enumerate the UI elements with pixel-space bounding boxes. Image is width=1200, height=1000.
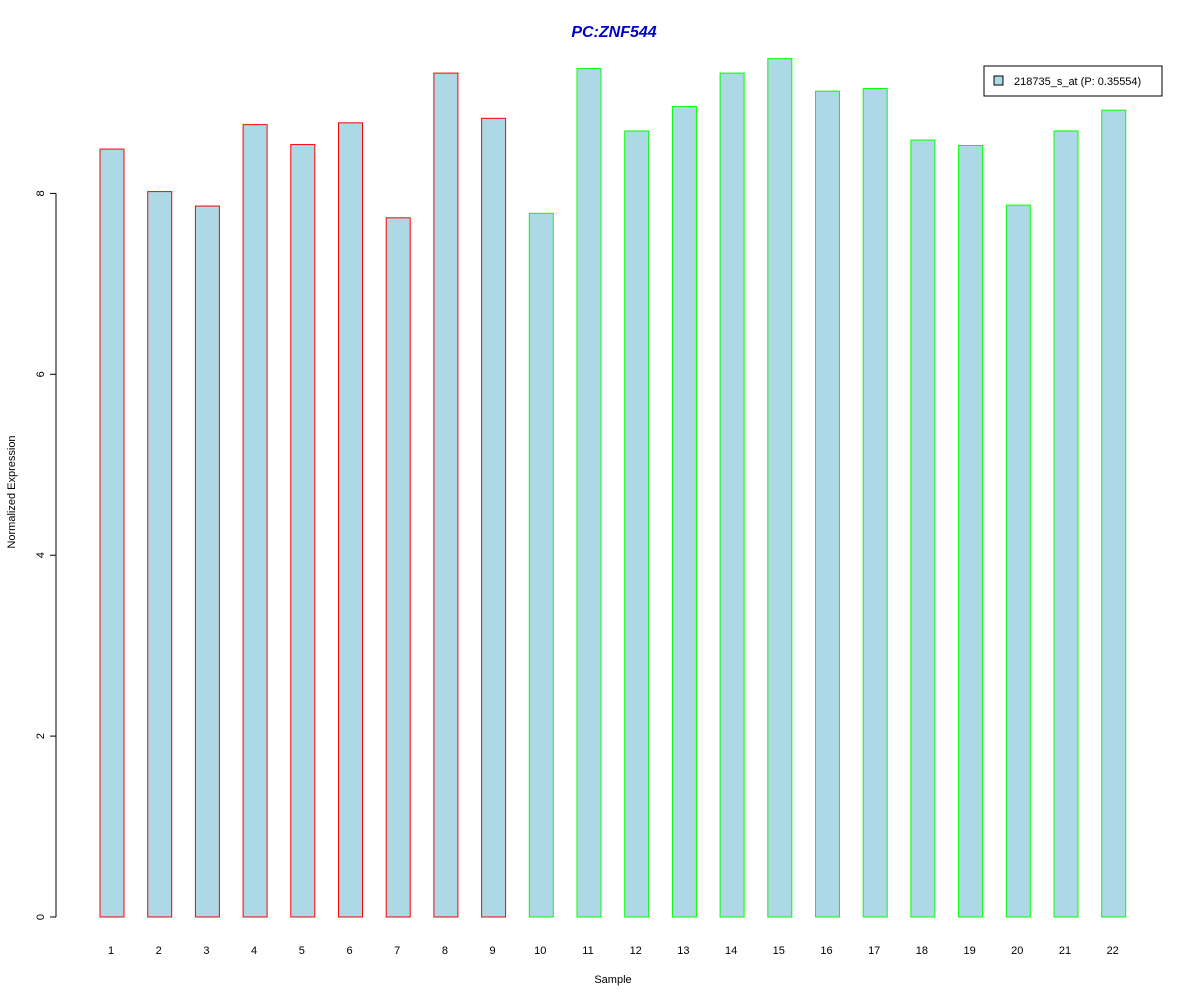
x-tick-label: 12 (630, 945, 642, 957)
bar-sample-21 (1053, 130, 1079, 918)
y-tick-label: 8 (35, 190, 47, 196)
x-tick-label: 5 (299, 945, 305, 957)
bar-sample-17 (862, 87, 888, 918)
x-axis-label: Sample (594, 974, 631, 986)
x-tick-labels: 1 2 3 4 5 6 7 8 9 10 11 12 13 14 15 16 17 18 19 20 21 22 (108, 945, 1119, 957)
x-tick-label: 11 (582, 945, 593, 957)
x-tick-label: 2 (156, 945, 162, 957)
bar-sample-11 (576, 68, 602, 918)
x-tick-label: 1 (108, 945, 114, 957)
bar-sample-18 (910, 139, 936, 918)
bar-sample-6 (338, 122, 363, 918)
x-tick-label: 19 (963, 945, 975, 957)
x-tick-label: 15 (773, 945, 785, 957)
bar-sample-10 (528, 212, 554, 918)
x-tick-label: 21 (1059, 945, 1071, 957)
legend: 218735_s_at (P: 0.35554) (983, 65, 1163, 97)
legend-label: 218735_s_at (P: 0.35554) (1014, 76, 1141, 88)
legend-swatch (993, 75, 1004, 86)
bar-sample-9 (481, 117, 507, 918)
y-tick-label: 4 (35, 552, 47, 558)
x-tick-label: 4 (251, 945, 257, 957)
bar-sample-22 (1101, 109, 1127, 918)
x-tick-label: 9 (490, 945, 496, 957)
x-tick-label: 3 (203, 945, 209, 957)
y-axis-label: Normalized Expression (6, 435, 18, 548)
bar-sample-16 (815, 90, 840, 918)
x-tick-label: 13 (677, 945, 689, 957)
bar-sample-7 (385, 217, 411, 918)
bar-sample-4 (242, 124, 268, 918)
x-tick-label: 20 (1011, 945, 1023, 957)
bar-sample-13 (671, 106, 697, 918)
bar-sample-5 (290, 144, 316, 918)
bar-sample-19 (958, 144, 984, 918)
bars-group (99, 58, 1127, 918)
bar-sample-12 (624, 130, 650, 918)
x-tick-label: 10 (534, 945, 546, 957)
legend-box (983, 65, 1163, 97)
x-tick-label: 16 (820, 945, 832, 957)
bar-sample-3 (194, 205, 220, 918)
x-tick-label: 18 (916, 945, 928, 957)
chart-title: PC:ZNF544 (571, 24, 656, 41)
x-tick-label: 6 (346, 945, 352, 957)
x-tick-label: 17 (868, 945, 880, 957)
bar-sample-14 (719, 72, 745, 918)
bar-sample-15 (767, 58, 793, 918)
bar-sample-1 (99, 148, 125, 918)
y-tick-label: 6 (35, 371, 47, 377)
bar-sample-20 (1005, 204, 1031, 918)
y-axis: 0 2 4 6 8 (35, 190, 57, 920)
y-tick-label: 2 (35, 733, 47, 739)
bar-sample-2 (147, 191, 173, 918)
x-tick-label: 8 (442, 945, 448, 957)
x-tick-label: 14 (725, 945, 737, 957)
x-tick-label: 22 (1107, 945, 1119, 957)
x-tick-label: 7 (394, 945, 400, 957)
y-tick-label: 0 (35, 914, 47, 920)
bar-sample-8 (433, 72, 459, 918)
